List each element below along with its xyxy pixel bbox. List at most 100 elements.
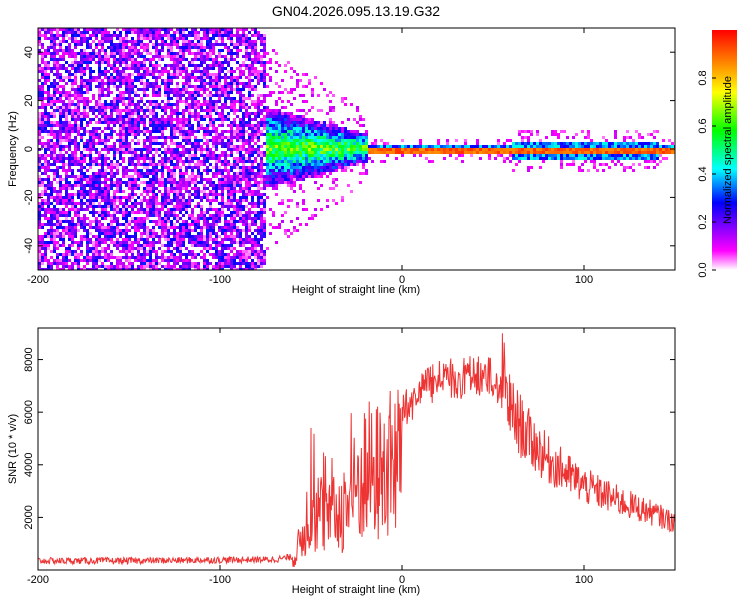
- heatmap-cell: [152, 67, 155, 70]
- heatmap-cell: [56, 241, 59, 244]
- heatmap-cell: [56, 70, 59, 73]
- heatmap-cell: [101, 31, 104, 34]
- heatmap-cell: [119, 208, 122, 211]
- heatmap-cell: [182, 139, 185, 142]
- heatmap-cell: [245, 115, 248, 118]
- heatmap-cell: [56, 262, 59, 265]
- heatmap-cell: [230, 184, 233, 187]
- heatmap-cell: [83, 85, 86, 88]
- heatmap-cell: [254, 190, 257, 193]
- heatmap-cell: [53, 85, 56, 88]
- heatmap-cell: [197, 37, 200, 40]
- heatmap-cell: [152, 232, 155, 235]
- heatmap-cell: [194, 154, 197, 157]
- heatmap-cell: [149, 133, 152, 136]
- heatmap-cell: [50, 82, 53, 85]
- heatmap-cell: [92, 187, 95, 190]
- heatmap-cell: [227, 88, 230, 91]
- heatmap-cell: [215, 31, 218, 34]
- heatmap-cell: [209, 67, 212, 70]
- heatmap-cell: [188, 91, 191, 94]
- heatmap-cell: [233, 70, 236, 73]
- heatmap-cell: [110, 91, 113, 94]
- heatmap-cell: [53, 160, 56, 163]
- heatmap-cell: [68, 214, 71, 217]
- heatmap-cell: [38, 49, 41, 52]
- heatmap-cell: [50, 229, 53, 232]
- heatmap-cell: [245, 52, 248, 55]
- heatmap-cell: [149, 205, 152, 208]
- heatmap-cell: [218, 91, 221, 94]
- heatmap-cell: [242, 31, 245, 34]
- heatmap-cell: [176, 106, 179, 109]
- heatmap-cell: [110, 118, 113, 121]
- heatmap-cell: [86, 142, 89, 145]
- heatmap-cell: [263, 52, 266, 55]
- heatmap-cell: [92, 253, 95, 256]
- heatmap-cell: [155, 31, 158, 34]
- heatmap-cell: [107, 82, 110, 85]
- heatmap-cell: [182, 64, 185, 67]
- heatmap-cell: [266, 169, 269, 172]
- heatmap-cell: [80, 250, 83, 253]
- heatmap-cell: [239, 169, 242, 172]
- heatmap-cell: [218, 154, 221, 157]
- heatmap-cell: [113, 124, 116, 127]
- heatmap-cell: [71, 175, 74, 178]
- heatmap-cell: [215, 214, 218, 217]
- heatmap-cell: [179, 202, 182, 205]
- heatmap-cell: [173, 133, 176, 136]
- heatmap-cell: [173, 151, 176, 154]
- heatmap-cell: [38, 94, 41, 97]
- heatmap-cell: [281, 181, 284, 184]
- heatmap-cell: [101, 181, 104, 184]
- heatmap-cell: [203, 160, 206, 163]
- heatmap-cell: [203, 85, 206, 88]
- heatmap-cell: [98, 70, 101, 73]
- heatmap-cell: [176, 166, 179, 169]
- heatmap-cell: [125, 166, 128, 169]
- heatmap-cell: [74, 67, 77, 70]
- heatmap-cell: [194, 178, 197, 181]
- heatmap-cell: [248, 58, 251, 61]
- heatmap-cell: [212, 184, 215, 187]
- heatmap-cell: [236, 127, 239, 130]
- heatmap-cell: [107, 40, 110, 43]
- heatmap-cell: [53, 238, 56, 241]
- heatmap-cell: [59, 79, 62, 82]
- heatmap-cell: [56, 91, 59, 94]
- heatmap-cell: [44, 115, 47, 118]
- heatmap-cell: [125, 28, 128, 31]
- heatmap-cell: [242, 223, 245, 226]
- heatmap-cell: [164, 91, 167, 94]
- heatmap-cell: [272, 214, 275, 217]
- heatmap-cell: [215, 250, 218, 253]
- heatmap-cell: [260, 94, 263, 97]
- heatmap-cell: [284, 172, 287, 175]
- heatmap-cell: [221, 229, 224, 232]
- heatmap-cell: [230, 181, 233, 184]
- heatmap-cell: [194, 229, 197, 232]
- heatmap-cell: [257, 145, 260, 148]
- heatmap-cell: [212, 199, 215, 202]
- heatmap-cell: [182, 202, 185, 205]
- heatmap-cell: [191, 265, 194, 268]
- heatmap-cell: [164, 220, 167, 223]
- heatmap-cell: [104, 157, 107, 160]
- heatmap-cell: [179, 118, 182, 121]
- heatmap-cell: [197, 118, 200, 121]
- heatmap-cell: [185, 211, 188, 214]
- heatmap-cell: [185, 178, 188, 181]
- heatmap-cell: [236, 52, 239, 55]
- heatmap-cell: [236, 28, 239, 31]
- heatmap-cell: [263, 211, 266, 214]
- heatmap-cell: [263, 154, 266, 157]
- heatmap-cell: [65, 199, 68, 202]
- heatmap-cell: [245, 103, 248, 106]
- heatmap-cell: [140, 34, 143, 37]
- heatmap-cell: [266, 145, 269, 148]
- heatmap-cell: [254, 205, 257, 208]
- heatmap-cell: [170, 241, 173, 244]
- heatmap-cell: [176, 43, 179, 46]
- heatmap-cell: [65, 91, 68, 94]
